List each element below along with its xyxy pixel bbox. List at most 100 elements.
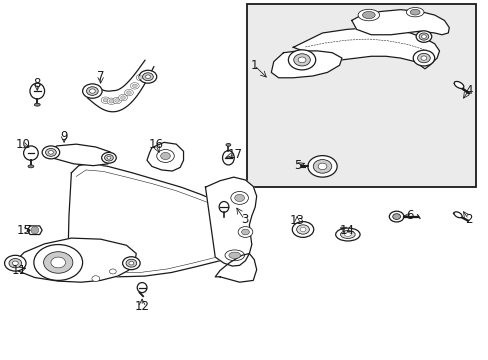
Ellipse shape	[388, 211, 403, 222]
Ellipse shape	[101, 97, 110, 103]
Text: 10: 10	[15, 138, 30, 151]
Ellipse shape	[420, 56, 426, 60]
Ellipse shape	[293, 54, 310, 66]
Ellipse shape	[12, 261, 18, 265]
Ellipse shape	[132, 84, 137, 87]
Ellipse shape	[157, 149, 174, 162]
Ellipse shape	[225, 143, 230, 146]
Ellipse shape	[9, 258, 21, 268]
Ellipse shape	[104, 154, 113, 161]
Ellipse shape	[137, 283, 147, 293]
Ellipse shape	[288, 50, 315, 70]
Ellipse shape	[412, 50, 434, 66]
Text: 2: 2	[464, 213, 471, 226]
Polygon shape	[271, 51, 341, 78]
Ellipse shape	[296, 225, 309, 234]
Ellipse shape	[241, 229, 249, 235]
Polygon shape	[27, 226, 42, 234]
Ellipse shape	[219, 202, 228, 212]
Ellipse shape	[318, 163, 326, 170]
Ellipse shape	[228, 252, 240, 258]
Ellipse shape	[107, 98, 116, 104]
Ellipse shape	[109, 269, 116, 274]
Ellipse shape	[307, 156, 336, 177]
Ellipse shape	[113, 97, 122, 104]
Ellipse shape	[129, 261, 134, 265]
Ellipse shape	[234, 194, 244, 202]
Bar	[246, 4, 475, 187]
Text: 1: 1	[250, 59, 258, 72]
Text: 14: 14	[339, 224, 354, 237]
Polygon shape	[47, 144, 112, 166]
Ellipse shape	[145, 75, 150, 78]
Text: 17: 17	[227, 148, 242, 161]
Ellipse shape	[51, 257, 65, 268]
Ellipse shape	[238, 226, 252, 237]
Ellipse shape	[453, 81, 463, 89]
Ellipse shape	[86, 87, 98, 95]
Ellipse shape	[102, 152, 116, 163]
Polygon shape	[10, 238, 136, 282]
Ellipse shape	[124, 89, 133, 96]
Ellipse shape	[119, 94, 127, 101]
Ellipse shape	[107, 156, 111, 159]
Ellipse shape	[28, 165, 34, 168]
Ellipse shape	[418, 33, 428, 40]
Ellipse shape	[421, 35, 426, 39]
Ellipse shape	[103, 98, 108, 102]
Ellipse shape	[43, 252, 73, 273]
Ellipse shape	[344, 233, 350, 236]
Ellipse shape	[313, 159, 331, 173]
Ellipse shape	[357, 9, 379, 21]
Ellipse shape	[142, 73, 153, 81]
Ellipse shape	[31, 226, 39, 234]
Text: 16: 16	[148, 138, 163, 151]
Text: 4: 4	[464, 84, 471, 97]
Ellipse shape	[122, 257, 140, 270]
Ellipse shape	[138, 76, 143, 79]
Ellipse shape	[136, 74, 145, 81]
Ellipse shape	[392, 214, 400, 220]
Ellipse shape	[409, 9, 419, 15]
Ellipse shape	[4, 255, 26, 271]
Ellipse shape	[34, 103, 40, 106]
Ellipse shape	[130, 82, 139, 89]
Ellipse shape	[292, 222, 313, 237]
Ellipse shape	[89, 89, 95, 93]
Ellipse shape	[126, 259, 137, 267]
Ellipse shape	[42, 146, 60, 159]
Ellipse shape	[415, 31, 431, 42]
Ellipse shape	[115, 99, 120, 102]
Polygon shape	[87, 60, 154, 112]
Ellipse shape	[453, 212, 461, 218]
Text: 7: 7	[97, 69, 104, 82]
Ellipse shape	[362, 12, 374, 19]
Polygon shape	[351, 10, 448, 35]
Polygon shape	[205, 177, 256, 266]
Ellipse shape	[126, 91, 131, 94]
Ellipse shape	[417, 53, 429, 63]
Ellipse shape	[92, 276, 100, 282]
Text: 11: 11	[12, 264, 27, 277]
Polygon shape	[215, 253, 256, 282]
Ellipse shape	[23, 146, 38, 160]
Ellipse shape	[300, 227, 305, 231]
Ellipse shape	[34, 244, 82, 280]
Ellipse shape	[230, 192, 248, 204]
Text: 6: 6	[406, 210, 413, 222]
Text: 3: 3	[240, 213, 248, 226]
Ellipse shape	[340, 230, 354, 238]
Polygon shape	[68, 164, 244, 277]
Text: 15: 15	[17, 224, 31, 237]
Ellipse shape	[222, 150, 234, 165]
Ellipse shape	[224, 250, 244, 261]
Ellipse shape	[45, 148, 56, 156]
Ellipse shape	[139, 70, 157, 83]
Ellipse shape	[48, 150, 53, 154]
Ellipse shape	[298, 57, 305, 63]
Ellipse shape	[121, 96, 125, 99]
Polygon shape	[293, 28, 439, 69]
Ellipse shape	[82, 84, 102, 98]
Polygon shape	[147, 142, 183, 171]
Text: 9: 9	[60, 130, 68, 144]
